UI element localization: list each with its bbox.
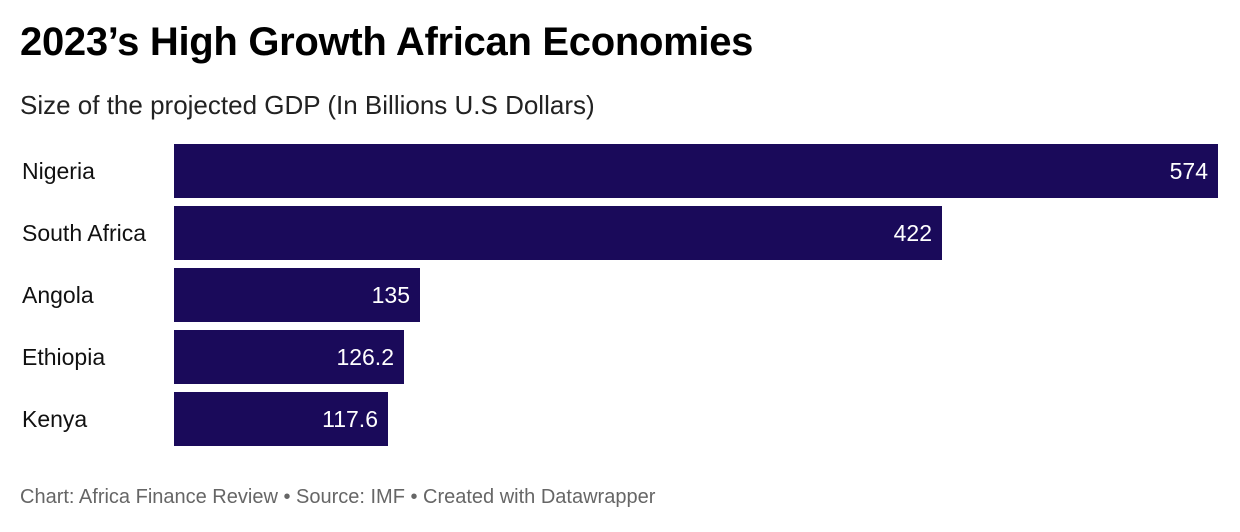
category-label: Angola	[22, 282, 94, 308]
bar-row: Nigeria 574	[0, 144, 1240, 198]
chart-footer: Chart: Africa Finance Review • Source: I…	[20, 486, 656, 508]
value-label: 135	[371, 282, 410, 308]
bar-row: Angola 135	[0, 268, 1240, 322]
bar-row: South Africa 422	[0, 206, 1240, 260]
bar	[174, 144, 1218, 198]
category-label: Ethiopia	[22, 344, 106, 370]
bar-chart: Nigeria 574 South Africa 422 Angola 135 Ethiop…	[0, 144, 1240, 448]
value-label: 126.2	[336, 344, 394, 370]
category-label: Kenya	[22, 406, 88, 432]
bar	[174, 206, 942, 260]
bar-row: Kenya 117.6	[0, 392, 1240, 446]
chart-title: 2023’s High Growth African Economies	[20, 20, 754, 64]
chart-subtitle: Size of the projected GDP (In Billions U…	[20, 90, 595, 120]
bar	[174, 330, 404, 384]
bar	[174, 392, 388, 446]
category-label: South Africa	[22, 220, 147, 246]
value-label: 574	[1169, 158, 1208, 184]
bar-row: Ethiopia 126.2	[0, 330, 1240, 384]
value-label: 422	[893, 220, 932, 246]
bar	[174, 268, 420, 322]
value-label: 117.6	[322, 406, 378, 432]
category-label: Nigeria	[22, 158, 95, 184]
